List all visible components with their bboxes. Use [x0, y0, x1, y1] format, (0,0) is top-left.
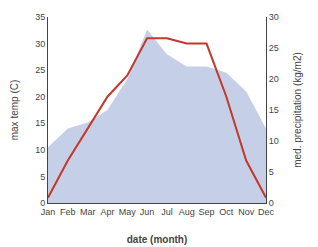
svg-text:med. precipitation (kg/m2): med. precipitation (kg/m2) [292, 52, 303, 168]
svg-text:25: 25 [35, 65, 45, 75]
svg-text:max temp (C): max temp (C) [9, 80, 20, 141]
svg-text:Sep: Sep [199, 207, 215, 217]
svg-text:Nov: Nov [238, 207, 255, 217]
svg-text:Jul: Jul [161, 207, 173, 217]
svg-text:Aug: Aug [179, 207, 195, 217]
svg-text:15: 15 [269, 105, 279, 115]
svg-text:30: 30 [269, 12, 279, 22]
svg-text:30: 30 [35, 39, 45, 49]
svg-text:Jan: Jan [41, 207, 56, 217]
svg-text:May: May [119, 207, 137, 217]
svg-text:0: 0 [269, 198, 274, 208]
svg-text:0: 0 [40, 198, 45, 208]
svg-text:20: 20 [269, 74, 279, 84]
svg-text:10: 10 [269, 136, 279, 146]
svg-text:Mar: Mar [80, 207, 96, 217]
svg-text:15: 15 [35, 118, 45, 128]
svg-text:Apr: Apr [100, 207, 114, 217]
svg-text:35: 35 [35, 12, 45, 22]
svg-text:date (month): date (month) [127, 234, 188, 245]
svg-text:5: 5 [269, 167, 274, 177]
svg-text:5: 5 [40, 172, 45, 182]
svg-text:Feb: Feb [60, 207, 76, 217]
svg-text:Oct: Oct [219, 207, 234, 217]
svg-text:Dec: Dec [258, 207, 275, 217]
svg-text:10: 10 [35, 145, 45, 155]
svg-text:25: 25 [269, 43, 279, 53]
svg-text:Jun: Jun [140, 207, 155, 217]
svg-text:20: 20 [35, 92, 45, 102]
